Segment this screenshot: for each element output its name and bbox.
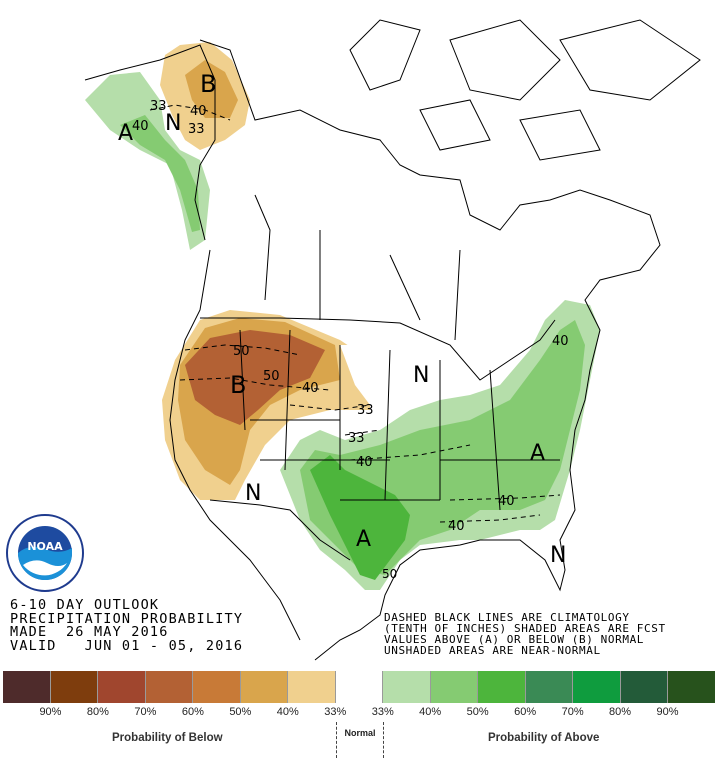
legend-below-caption: Probability of Below: [112, 732, 223, 744]
legend-swatch: [335, 671, 384, 703]
legend-tick-label: 70%: [134, 706, 157, 718]
coastline-north-america: [199, 39, 661, 661]
legend-tick-label: 40%: [276, 706, 299, 718]
border-us-mexico: [209, 499, 351, 561]
note-line-4: UNSHADED AREAS ARE NEAR-NORMAL: [384, 644, 601, 657]
alaska-n-label: N: [165, 111, 181, 136]
noaa-logo: NOAA: [6, 514, 84, 592]
legend-swatch: [430, 671, 479, 703]
note-line-3: VALUES ABOVE (A) OR BELOW (B) NORMAL: [384, 633, 645, 646]
legend-swatch: [145, 671, 194, 703]
legend-tick-label: 40%: [419, 706, 442, 718]
outlook-made-date: MADE 26 MAY 2016: [10, 624, 169, 640]
map-notes: DASHED BLACK LINES ARE CLIMATOLOGY (TENT…: [384, 612, 666, 656]
note-line-1: DASHED BLACK LINES ARE CLIMATOLOGY: [384, 611, 630, 624]
outlook-subtitle: PRECIPITATION PROBABILITY: [10, 610, 244, 627]
noaa-logo-text: NOAA: [27, 540, 63, 553]
west-33-label: 33: [357, 403, 374, 418]
canada-provinces: [254, 194, 461, 341]
outlook-title-block: 6-10 DAY OUTLOOK PRECIPITATION PROBABILI…: [10, 597, 244, 654]
legend-swatch: [525, 671, 574, 703]
alaska-above-core: [120, 115, 200, 232]
south-above-60: [310, 455, 410, 580]
legend-above-caption: Probability of Above: [488, 732, 600, 744]
legend-tick-label: 33%: [371, 706, 394, 718]
us-states: [239, 329, 560, 511]
west-50b-label: 50: [263, 369, 280, 384]
legend-tick-label: 60%: [514, 706, 537, 718]
legend-swatch: [240, 671, 289, 703]
west-50-label: 50: [233, 344, 250, 359]
legend-swatch: [383, 671, 431, 703]
precipitation-outlook-map: B N A 33 40 33 40 B 50 50 40 33 N A 33 4…: [84, 19, 701, 661]
climatology-line-3: [179, 377, 331, 391]
coastline-west: [169, 249, 301, 641]
alaska-below-core: [185, 60, 238, 118]
legend-tick-label: 60%: [181, 706, 204, 718]
alaska-outline: [84, 44, 216, 241]
east-40-label: 40: [498, 494, 515, 509]
climatology-line-5: [344, 429, 381, 436]
plains-40-label: 40: [356, 455, 373, 470]
climatology-line-2: [184, 344, 301, 356]
legend-tick-label: 90%: [39, 706, 62, 718]
outlook-valid-dates: VALID JUN 01 - 05, 2016: [10, 637, 244, 654]
legend-tick-label: 90%: [656, 706, 679, 718]
climatology-line-1: [149, 104, 231, 121]
arctic-islands: [349, 19, 701, 161]
alaska-33-label: 33: [150, 99, 167, 114]
gulf-40-label: 40: [448, 519, 465, 534]
alaska-40b-label: 40: [132, 119, 149, 134]
legend-swatch: [98, 671, 146, 703]
sw-n-label: N: [245, 481, 261, 506]
legend-normal-divider-left: [336, 722, 337, 758]
climatology-line-8: [439, 514, 541, 523]
legend-swatch: [193, 671, 241, 703]
ne-40-label: 40: [552, 334, 569, 349]
east-a-label: A: [530, 441, 545, 466]
west-below-50: [185, 330, 325, 425]
legend-color-bar: [3, 671, 715, 703]
legend-tick-label: 70%: [561, 706, 584, 718]
legend-tick-label: 50%: [229, 706, 252, 718]
border-us-canada: [200, 317, 556, 381]
legend-swatch: [288, 671, 336, 703]
alaska-40-label: 40: [190, 104, 207, 119]
legend-normal-divider-right: [383, 722, 384, 758]
climatology-line-4: [289, 404, 371, 411]
note-line-2: (TENTH OF INCHES) SHADED AREAS ARE FCST: [384, 622, 666, 635]
legend-tick-labels: 90% 80% 70% 60% 50% 40% 33% 33% 40% 50% 60% 70% 80% 9…: [3, 706, 715, 720]
outlook-title: 6-10 DAY OUTLOOK: [10, 597, 160, 613]
alaska-above-shade: [85, 72, 210, 250]
legend-tick-label: 80%: [609, 706, 632, 718]
legend-swatch: [3, 671, 51, 703]
legend-swatch: [478, 671, 526, 703]
legend-swatch: [668, 671, 715, 703]
west-40-label: 40: [302, 381, 319, 396]
south-a-label: A: [356, 527, 371, 552]
west-b-label: B: [230, 371, 246, 399]
north-n-label: N: [413, 363, 429, 388]
legend-tick-label: 80%: [86, 706, 109, 718]
legend-tick-label: 33%: [324, 706, 347, 718]
legend-tick-label: 50%: [466, 706, 489, 718]
alaska-a-label: A: [118, 121, 133, 146]
alaska-33b-label: 33: [188, 122, 205, 137]
legend-swatch: [573, 671, 621, 703]
fl-n-label: N: [550, 543, 566, 568]
plains-33-label: 33: [348, 431, 365, 446]
alaska-b-label: B: [200, 70, 216, 98]
gulf-50-label: 50: [382, 567, 397, 581]
legend-swatch: [50, 671, 99, 703]
legend-swatch: [620, 671, 669, 703]
plains-normal: [340, 345, 460, 405]
legend-normal-caption: Normal: [344, 728, 376, 738]
